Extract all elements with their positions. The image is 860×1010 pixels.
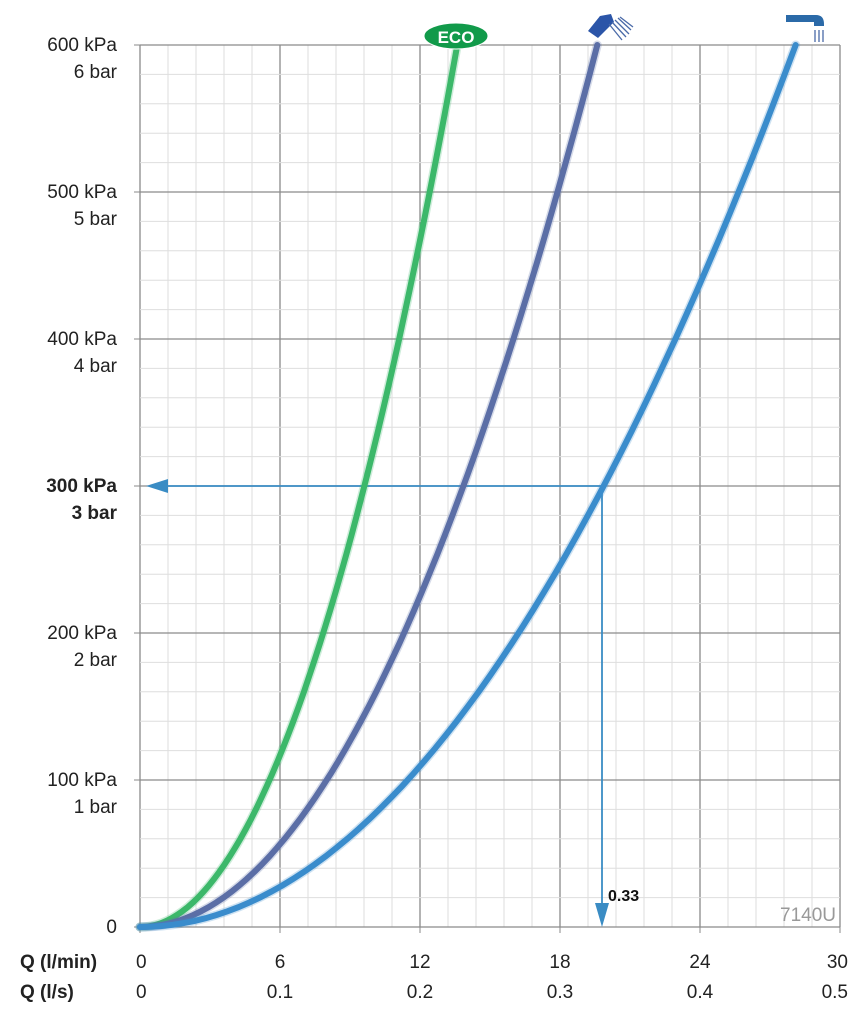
series-line-spout-icon xyxy=(137,42,799,930)
x-tick-label-ls: 0.4 xyxy=(687,982,714,1003)
handshower-icon xyxy=(588,14,634,41)
y-tick-label-bar: 6 bar xyxy=(74,62,118,83)
x-tick-label-ls: 0.3 xyxy=(547,982,573,1003)
series-line-eco-badge xyxy=(137,42,461,930)
x-tick-label-lmin: 12 xyxy=(409,952,430,973)
x-tick-label-ls: 0.1 xyxy=(267,982,293,1003)
y-tick-label-kpa: 300 kPa xyxy=(46,476,117,497)
spout-icon xyxy=(786,15,824,42)
flow-arrow-head xyxy=(595,903,609,927)
x-tick-label-lmin: 18 xyxy=(549,952,570,973)
annotation-label: 0.33 xyxy=(608,888,639,905)
x-axis-labels: 0 0 6 0.1 12 0.2 18 0.3 24 0.4 30 0.5 xyxy=(136,952,848,1003)
y-tick-label-bar: 4 bar xyxy=(74,356,118,377)
series xyxy=(135,40,801,932)
y-tick-label-bar: 5 bar xyxy=(74,209,118,230)
x-tick-label-lmin: 30 xyxy=(827,952,848,973)
y-tick-label-kpa: 200 kPa xyxy=(47,623,117,644)
x-tick-label-lmin: 24 xyxy=(689,952,711,973)
y-tick-label-kpa: 400 kPa xyxy=(47,329,117,350)
y-axis-labels: 0 100 kPa 1 bar 200 kPa 2 bar 300 kPa 3 bar 400… xyxy=(46,35,117,938)
grid xyxy=(134,44,841,933)
eco-badge-text: ECO xyxy=(438,28,475,47)
y-tick-label-kpa: 600 kPa xyxy=(47,35,117,56)
pressure-arrow-head xyxy=(146,479,168,493)
y-tick-label-bar: 2 bar xyxy=(74,650,118,671)
y-tick-label-kpa: 500 kPa xyxy=(47,182,117,203)
y-tick-label-kpa: 100 kPa xyxy=(47,770,117,791)
y-tick-label-bar: 1 bar xyxy=(74,797,118,818)
annotation xyxy=(146,479,609,927)
x-tick-label-lmin: 0 xyxy=(136,952,147,973)
series-icons: ECO xyxy=(423,14,824,50)
y-tick-label-bar: 3 bar xyxy=(72,503,118,524)
x-tick-label-ls: 0 xyxy=(136,982,147,1003)
x-tick-label-ls: 0.2 xyxy=(407,982,433,1003)
y-tick-label-kpa: 0 xyxy=(106,917,117,938)
x-axis-title-lmin: Q (l/min) xyxy=(20,952,97,973)
x-tick-label-lmin: 6 xyxy=(275,952,286,973)
eco-badge-icon: ECO xyxy=(423,22,489,50)
watermark: 7140U xyxy=(780,905,836,926)
x-axis-title-ls: Q (l/s) xyxy=(20,982,74,1003)
series-line-handshower-icon xyxy=(137,42,601,930)
x-tick-label-ls: 0.5 xyxy=(822,982,848,1003)
